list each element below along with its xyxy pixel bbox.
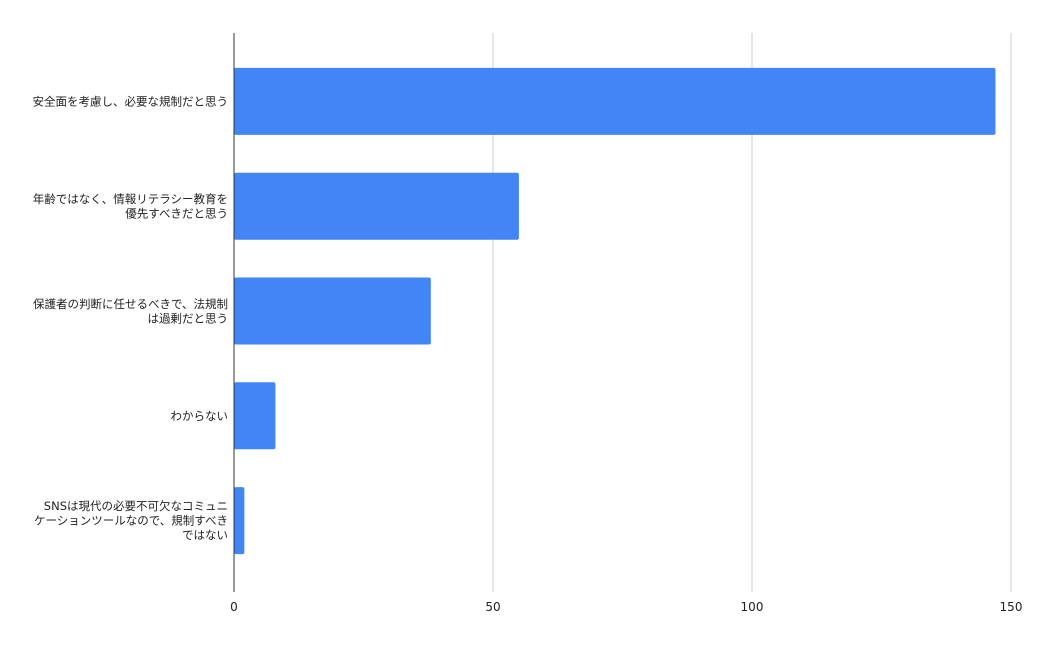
- bar: [234, 487, 245, 555]
- category-label: ケーションツールなので、規制すべき: [34, 514, 228, 528]
- x-tick-label: 0: [230, 600, 238, 614]
- labels: 0 50 100 150 安全面を考慮し、必要な規制だと思う年齢ではなく、情報リテラシー…: [33, 94, 1023, 614]
- category-label: わからない: [171, 409, 229, 423]
- category-label: ではない: [182, 528, 228, 542]
- category-label: 年齢ではなく、情報リテラシー教育を: [33, 192, 228, 206]
- bar: [234, 67, 996, 135]
- category-label: 保護者の判断に任せるべきで、法規制: [33, 297, 228, 311]
- category-label: SNSは現代の必要不可欠なコミュニ: [44, 499, 228, 513]
- bar: [234, 172, 519, 240]
- bar: [234, 382, 276, 450]
- x-tick-label: 150: [1000, 600, 1023, 614]
- bar: [234, 277, 431, 345]
- bars: [234, 67, 996, 555]
- x-tick-label: 50: [485, 600, 500, 614]
- category-label: 優先すべきだと思う: [125, 206, 228, 220]
- category-label: 安全面を考慮し、必要な規制だと思う: [33, 94, 229, 108]
- category-label: は過剰だと思う: [148, 311, 229, 325]
- x-tick-label: 100: [741, 600, 764, 614]
